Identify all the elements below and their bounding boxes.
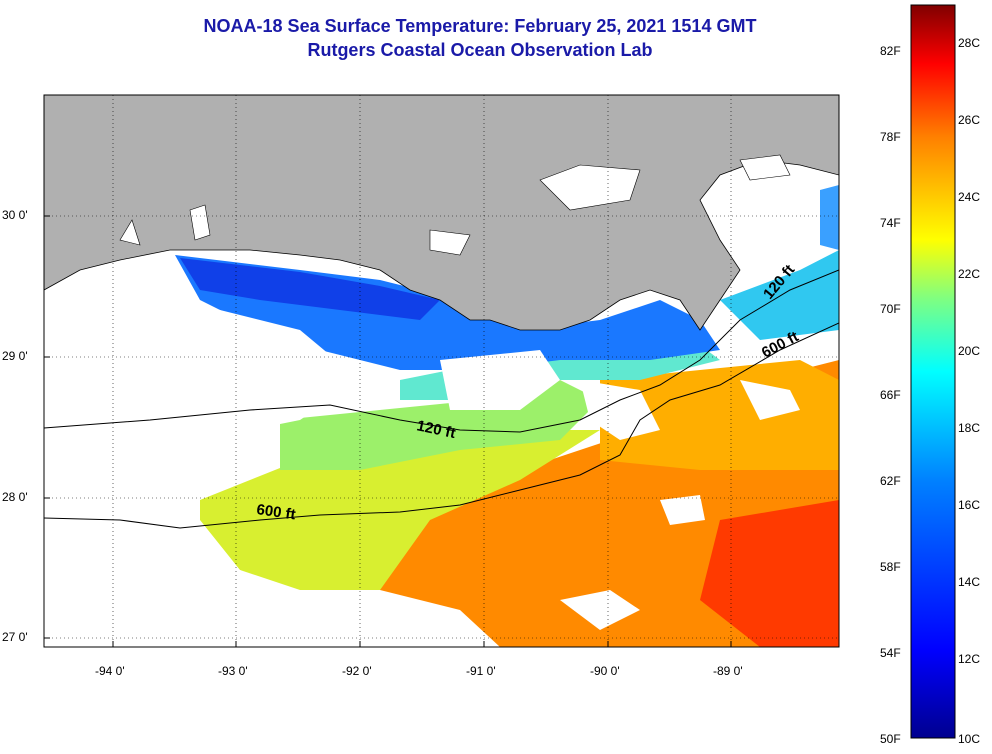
- cloud-gap-6: [560, 590, 640, 630]
- colorbar-f-66: 66F: [880, 388, 901, 402]
- colorbar-c-28: 28C: [958, 36, 981, 50]
- cloud-gap-4: [580, 380, 660, 440]
- colorbar-f-54: 54F: [880, 646, 901, 660]
- colorbar-c-10: 10C: [958, 732, 981, 746]
- sst-east-blue: [820, 185, 839, 250]
- sst-deep-blue-region: [180, 258, 440, 320]
- cloud-gap-2: [440, 350, 560, 410]
- lon-label-94: -94 0': [95, 664, 125, 678]
- lat-label-30: 30 0': [2, 208, 28, 222]
- cloud-gap-1: [44, 300, 360, 440]
- land-lake-5: [739, 154, 791, 181]
- graticule: [44, 95, 839, 647]
- sst-field: [44, 185, 839, 647]
- sst-east-cyan: [720, 250, 839, 340]
- contour-120ft: [44, 269, 839, 433]
- map-area: [44, 95, 839, 647]
- colorbar-c-22: 22C: [958, 267, 981, 281]
- sst-hot-region: [700, 500, 839, 647]
- lon-label-89: -89 0': [713, 664, 743, 678]
- colorbar-c-14: 14C: [958, 575, 981, 589]
- map-subtitle: Rutgers Coastal Ocean Observation Lab: [307, 40, 653, 60]
- sst-orange-band: [600, 360, 839, 470]
- lon-label-91: -91 0': [466, 664, 496, 678]
- lat-label-29: 29 0': [2, 349, 28, 363]
- land-lake-1: [539, 164, 641, 211]
- contour-600ft: [44, 322, 839, 529]
- land-mass: [44, 95, 839, 331]
- cloud-gap-5: [660, 495, 705, 525]
- map-title: NOAA-18 Sea Surface Temperature: Februar…: [203, 16, 757, 36]
- colorbar: [910, 4, 956, 739]
- land-lake-2: [119, 219, 141, 246]
- land-lake-3: [189, 204, 211, 241]
- land-lake-4: [429, 229, 471, 256]
- colorbar-c-26: 26C: [958, 113, 981, 127]
- colorbar-c-20: 20C: [958, 344, 981, 358]
- colorbar-c-16: 16C: [958, 498, 981, 512]
- colorbar-f-50: 50F: [880, 732, 901, 746]
- cloud-gap-7: [740, 380, 800, 420]
- lat-label-27: 27 0': [2, 630, 28, 644]
- contour-600ft-label-1: 600 ft: [255, 501, 296, 523]
- cloud-gap-3: [44, 520, 500, 647]
- colorbar-f-82: 82F: [880, 44, 901, 58]
- colorbar-c-18: 18C: [958, 421, 981, 435]
- lat-label-28: 28 0': [2, 490, 28, 504]
- colorbar-f-58: 58F: [880, 560, 901, 574]
- axis-ticks: [44, 215, 732, 647]
- lon-label-92: -92 0': [342, 664, 372, 678]
- colorbar-f-74: 74F: [880, 216, 901, 230]
- map-frame: [43, 94, 840, 648]
- lon-label-90: -90 0': [590, 664, 620, 678]
- colorbar-f-78: 78F: [880, 130, 901, 144]
- colorbar-f-62: 62F: [880, 474, 901, 488]
- colorbar-c-12: 12C: [958, 652, 981, 666]
- lon-label-93: -93 0': [218, 664, 248, 678]
- colorbar-f-70: 70F: [880, 302, 901, 316]
- colorbar-c-24: 24C: [958, 190, 981, 204]
